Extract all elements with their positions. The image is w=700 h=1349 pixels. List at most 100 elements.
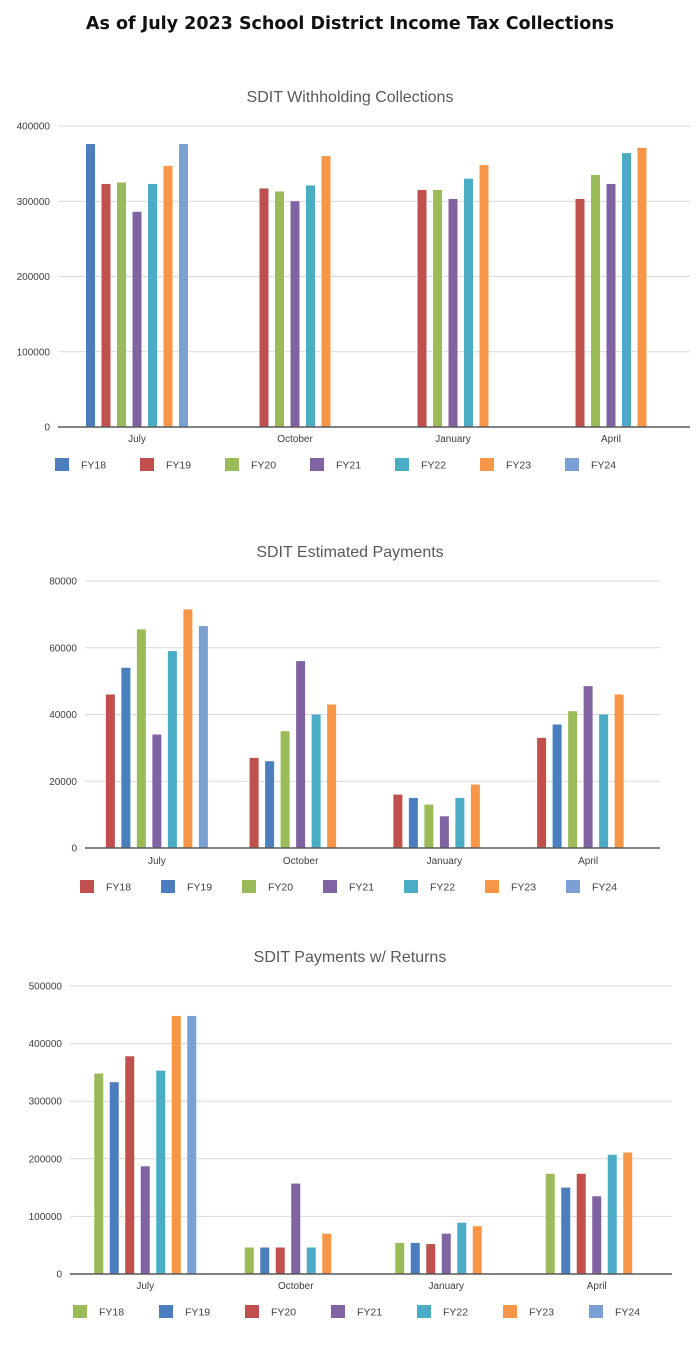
bar (148, 183, 157, 427)
legend-label: FY24 (591, 460, 616, 472)
legend-label: FY22 (430, 882, 455, 894)
y-tick-label: 80000 (49, 577, 77, 588)
x-tick-label: April (578, 856, 598, 867)
y-tick-label: 0 (71, 844, 77, 855)
legend-swatch (480, 458, 494, 471)
bar (259, 188, 269, 427)
bar (290, 201, 300, 427)
legend-swatch (417, 1305, 431, 1318)
bar (136, 629, 146, 848)
y-tick-label: 200000 (17, 272, 51, 283)
legend-swatch (225, 458, 239, 471)
legend-swatch (404, 880, 418, 893)
y-tick-label: 400000 (17, 122, 51, 133)
legend-swatch (565, 458, 579, 471)
bar (171, 1015, 181, 1274)
bar (545, 1173, 555, 1274)
bar (167, 651, 177, 848)
bar (327, 704, 337, 848)
legend-label: FY23 (529, 1307, 554, 1319)
legend-label: FY19 (187, 882, 212, 894)
bar (163, 165, 173, 427)
bar (614, 694, 624, 848)
bar (479, 165, 489, 427)
legend-label: FY24 (615, 1307, 640, 1319)
page-title: As of July 2023 School District Income T… (85, 14, 615, 34)
legend-label: FY21 (349, 882, 374, 894)
legend-label: FY20 (251, 460, 276, 472)
x-tick-label: October (277, 434, 313, 445)
estimated-payments-chart: SDIT Estimated Payments 0 20000 40000 60000 8… (0, 530, 700, 915)
legend-swatch (485, 880, 499, 893)
legend-swatch (589, 1305, 603, 1318)
y-tick-label: 60000 (49, 643, 77, 654)
payments-returns-chart-svg: SDIT Payments w/ Returns 0 100000 200000 300… (29, 949, 672, 1319)
legend-swatch (140, 458, 154, 471)
bar (575, 198, 585, 427)
bar (470, 784, 480, 848)
legend-swatch (242, 880, 256, 893)
legend-swatch (323, 880, 337, 893)
bar (448, 198, 458, 427)
bar (576, 1173, 586, 1274)
bar (183, 609, 193, 848)
bar (125, 1056, 135, 1274)
x-tick-label: October (278, 1281, 314, 1292)
payments-returns-chart: SDIT Payments w/ Returns 0 100000 200000 300… (0, 935, 700, 1340)
legend-label: FY18 (81, 460, 106, 472)
bar (275, 1247, 285, 1274)
y-tick-label: 40000 (49, 710, 77, 721)
legend-label: FY18 (106, 882, 131, 894)
legend-label: FY22 (443, 1307, 468, 1319)
y-tick-label: 100000 (29, 1212, 63, 1223)
bar (623, 1152, 633, 1274)
bar (537, 737, 547, 848)
y-tick-label: 20000 (49, 777, 77, 788)
bar (265, 761, 275, 848)
legend-swatch (245, 1305, 259, 1318)
legend-label: FY20 (271, 1307, 296, 1319)
bar (260, 1247, 270, 1274)
bar (395, 1242, 405, 1274)
bar (583, 686, 593, 848)
x-tick-label: July (128, 434, 146, 445)
estimated-payments-chart-svg: SDIT Estimated Payments 0 20000 40000 60000 8… (49, 544, 660, 894)
bar (179, 144, 188, 427)
chart-title: SDIT Payments w/ Returns (254, 949, 447, 966)
chart-title: SDIT Withholding Collections (247, 89, 454, 106)
bar (433, 189, 442, 427)
legend-swatch (503, 1305, 517, 1318)
y-tick-label: 0 (56, 1270, 62, 1281)
legend-swatch (395, 458, 409, 471)
bar (622, 153, 631, 427)
bar (599, 714, 609, 848)
y-tick-label: 200000 (29, 1154, 63, 1165)
legend-swatch (80, 880, 94, 893)
bar (464, 178, 473, 427)
bar (109, 1082, 119, 1274)
legend-swatch (161, 880, 175, 893)
bar (249, 757, 259, 848)
legend-swatch (159, 1305, 173, 1318)
legend-label: FY22 (421, 460, 446, 472)
bar (322, 1233, 332, 1274)
bar (457, 1222, 467, 1274)
bar (321, 156, 331, 427)
bar (592, 1196, 602, 1274)
bar (591, 174, 600, 427)
bar (132, 211, 142, 427)
legend-label: FY20 (268, 882, 293, 894)
bar (455, 797, 465, 848)
bar (121, 667, 131, 848)
bar (606, 183, 616, 427)
x-tick-label: January (428, 1281, 464, 1292)
bar (296, 661, 306, 848)
bar (306, 1247, 316, 1274)
y-tick-label: 300000 (29, 1097, 63, 1108)
bar (441, 1233, 451, 1274)
legend-label: FY18 (99, 1307, 124, 1319)
bar (140, 1166, 150, 1274)
x-tick-label: January (427, 856, 463, 867)
bar (311, 714, 321, 848)
x-tick-label: April (587, 1281, 607, 1292)
